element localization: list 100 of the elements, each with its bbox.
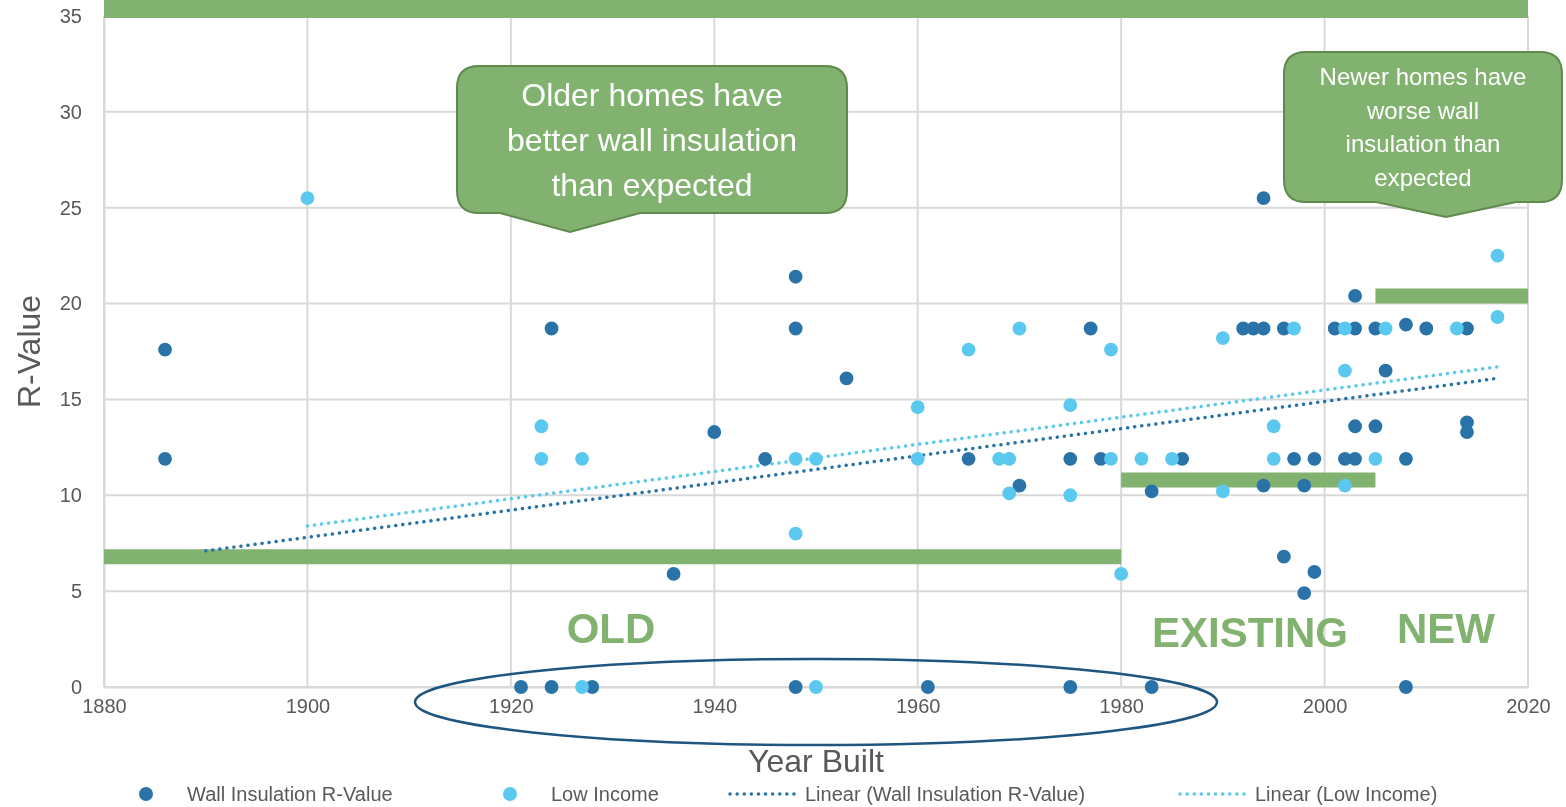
point [575, 680, 589, 694]
point [534, 451, 549, 466]
legend-label: Linear (Low Income) [1255, 783, 1438, 805]
y-axis-title: R-Value [11, 294, 47, 409]
point [1368, 419, 1383, 434]
point [534, 419, 549, 434]
x-tick-label: 1960 [895, 695, 941, 718]
point [788, 321, 803, 336]
point [1348, 289, 1362, 303]
point [1307, 565, 1322, 579]
point [1378, 363, 1393, 378]
annotation: EXISTING [1151, 609, 1349, 656]
point [1144, 484, 1159, 499]
point [158, 451, 172, 466]
annotation: Newer homes have worse wall insulation than expected [1319, 63, 1527, 191]
annotation: Older homes have better wall insulation than expected [507, 76, 797, 203]
point [809, 451, 823, 466]
point [1338, 321, 1352, 336]
point [910, 400, 925, 414]
annotation: OLD [566, 605, 656, 652]
point [1490, 248, 1505, 263]
point [1012, 321, 1027, 336]
y-tick-label: 30 [59, 100, 82, 123]
point [1063, 488, 1078, 503]
point [300, 191, 315, 206]
point [544, 680, 559, 694]
point [1460, 425, 1474, 439]
point [1419, 321, 1434, 336]
point [1104, 451, 1118, 466]
y-tick-label: 0 [70, 675, 82, 698]
point [1063, 680, 1078, 694]
point [1399, 680, 1413, 694]
point [544, 321, 559, 336]
x-tick-label: 1940 [692, 695, 738, 718]
x-tick-label: 2000 [1302, 695, 1348, 718]
point [1348, 451, 1362, 466]
x-tick-label: 1880 [82, 695, 127, 718]
point [1449, 321, 1464, 336]
point [839, 371, 854, 386]
y-tick-label: 25 [59, 196, 82, 219]
point [1338, 363, 1352, 378]
x-tick-label: 1900 [285, 695, 331, 718]
legend-label: Wall Insulation R-Value [187, 783, 393, 805]
point [158, 342, 172, 357]
point [1338, 478, 1352, 493]
point [1399, 451, 1413, 466]
point [1165, 451, 1179, 466]
point [1012, 478, 1027, 493]
y-tick-label: 35 [59, 4, 82, 27]
x-axis-title: Year Built [748, 743, 885, 779]
point [1256, 321, 1271, 336]
x-tick-label: 1980 [1099, 695, 1144, 718]
point [1063, 451, 1078, 466]
point [788, 680, 803, 694]
point [1215, 484, 1230, 499]
point [1297, 478, 1312, 493]
y-tick-label: 5 [70, 580, 82, 603]
point [1134, 451, 1149, 466]
y-tick-label: 10 [59, 484, 82, 507]
point [1063, 398, 1078, 413]
point [1399, 317, 1413, 332]
legend-label: Low Income [551, 783, 659, 805]
point [788, 526, 803, 541]
point [1114, 566, 1129, 581]
point [1266, 451, 1281, 466]
y-tick-label: 20 [59, 292, 82, 315]
point [1348, 419, 1362, 434]
point [758, 451, 773, 466]
point [1215, 331, 1230, 345]
x-tick-label: 1920 [489, 695, 534, 718]
point [1144, 680, 1159, 694]
point [1083, 321, 1098, 336]
point [910, 451, 925, 466]
point [1002, 451, 1017, 466]
point [1002, 486, 1017, 501]
point [1368, 451, 1383, 466]
point [1490, 310, 1505, 324]
point [809, 680, 823, 694]
point [514, 680, 528, 694]
point [1256, 478, 1271, 493]
annotation: NEW [1397, 605, 1496, 652]
point [1297, 586, 1312, 600]
point [1104, 342, 1118, 357]
point [707, 425, 722, 439]
point [920, 680, 935, 694]
point [961, 451, 976, 466]
point [1287, 451, 1301, 466]
point [1266, 419, 1281, 434]
point [575, 451, 589, 466]
point [788, 451, 803, 466]
point [1287, 321, 1301, 336]
point [1378, 321, 1393, 336]
legend-label: Linear (Wall Insulation R-Value) [805, 783, 1086, 805]
point [788, 269, 803, 284]
point [666, 566, 681, 581]
point [1307, 451, 1322, 466]
point [1276, 549, 1291, 564]
point [1256, 191, 1271, 206]
x-tick-label: 2020 [1506, 695, 1551, 718]
y-tick-label: 15 [59, 388, 82, 411]
